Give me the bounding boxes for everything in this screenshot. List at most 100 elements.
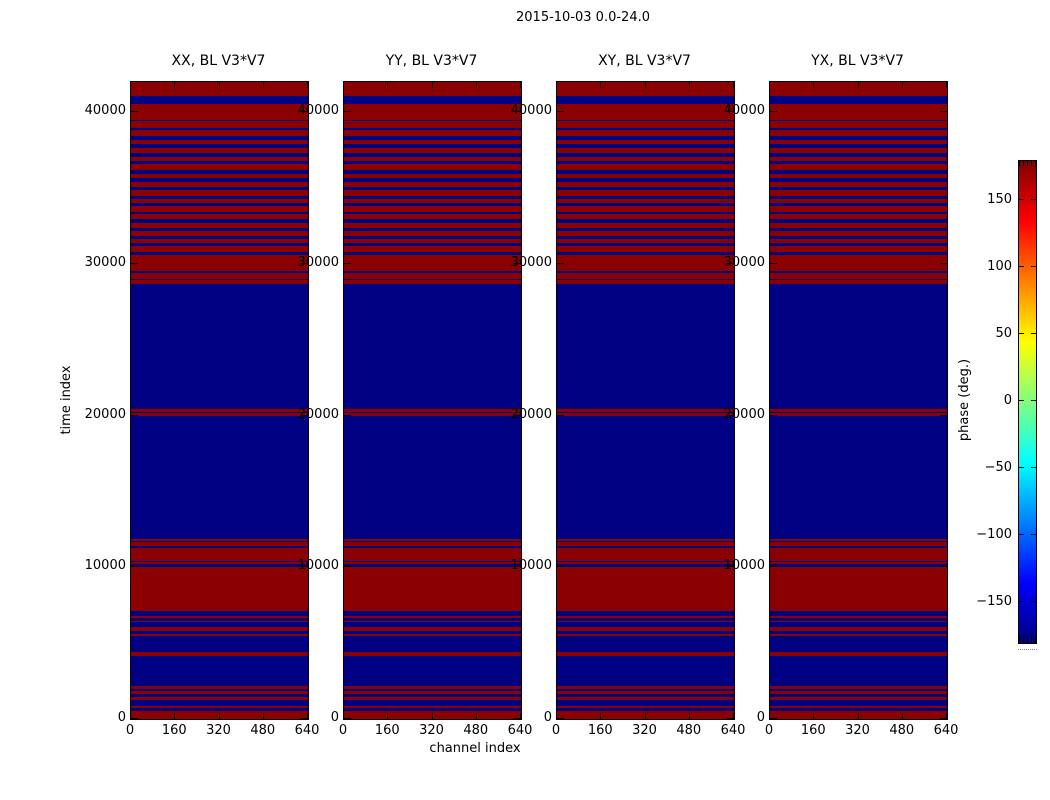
y-tick-mark <box>727 566 734 568</box>
phase-band <box>131 170 308 174</box>
y-tick-mark <box>514 566 521 568</box>
phase-band <box>770 136 947 141</box>
y-tick-mark <box>514 262 521 264</box>
x-tick-mark <box>520 713 521 719</box>
phase-band <box>557 700 734 706</box>
phase-band <box>557 706 734 708</box>
phase-band <box>131 164 308 171</box>
x-tick-label: 0 <box>338 723 348 738</box>
phase-band <box>770 541 947 546</box>
y-tick-mark <box>344 566 351 568</box>
phase-band <box>131 415 308 539</box>
phase-band <box>557 206 734 212</box>
phase-band <box>344 618 521 621</box>
phase-band <box>557 219 734 223</box>
y-tick-mark <box>727 718 734 719</box>
phase-band <box>344 611 521 616</box>
phase-band <box>344 147 521 154</box>
x-tick-label: 0 <box>551 723 561 738</box>
phase-band <box>344 178 521 182</box>
phase-band <box>131 243 308 247</box>
phase-band <box>770 195 947 199</box>
phase-band <box>344 412 521 416</box>
colorbar-tick-mark <box>1031 600 1036 602</box>
phase-band <box>557 633 734 636</box>
phase-band <box>344 219 521 223</box>
phase-band <box>557 235 734 239</box>
y-tick-mark <box>301 718 308 719</box>
phase-band <box>770 700 947 706</box>
y-tick-label: 20000 <box>723 406 765 422</box>
phase-band <box>770 545 947 549</box>
phase-band <box>131 707 308 711</box>
phase-band <box>131 147 308 154</box>
phase-band <box>770 686 947 689</box>
phase-band <box>131 611 308 616</box>
phase-band <box>770 707 947 711</box>
phase-band <box>131 688 308 692</box>
x-tick-label: 480 <box>889 723 915 738</box>
y-tick-label: 20000 <box>84 406 126 422</box>
phase-band <box>344 127 521 130</box>
phase-band <box>344 82 521 96</box>
phase-band <box>557 140 734 145</box>
phase-band <box>131 129 308 136</box>
phase-band <box>770 541 947 542</box>
y-tick-mark <box>344 111 351 113</box>
phase-band <box>557 96 734 104</box>
phase-band <box>557 694 734 697</box>
x-tick-label: 640 <box>294 723 320 738</box>
x-tick-mark <box>946 713 947 719</box>
phase-band <box>770 627 947 632</box>
phase-band <box>770 214 947 219</box>
phase-band <box>770 412 947 416</box>
phase-band <box>131 255 308 271</box>
x-tick-mark <box>857 82 859 88</box>
phase-band <box>557 272 734 279</box>
phase-band <box>344 656 521 686</box>
phase-band <box>344 182 521 187</box>
phase-band <box>770 153 947 157</box>
x-tick-mark <box>262 82 264 88</box>
phase-band <box>557 562 734 564</box>
y-tick-mark <box>770 111 777 113</box>
y-tick-mark <box>131 414 138 416</box>
phase-band <box>557 412 734 413</box>
colorbar-bottom-dotted-line <box>1018 649 1037 651</box>
y-tick-mark <box>940 414 947 416</box>
phase-band <box>131 153 308 157</box>
x-tick-mark <box>901 713 903 719</box>
phase-band <box>344 548 521 561</box>
x-tick-mark <box>343 82 344 88</box>
x-tick-mark <box>556 82 557 88</box>
y-tick-mark <box>940 111 947 113</box>
phase-band <box>770 562 947 564</box>
phase-band <box>557 412 734 416</box>
y-tick-mark <box>727 111 734 113</box>
y-tick-label: 0 <box>117 710 126 725</box>
phase-band <box>131 710 308 719</box>
heatmap-plot <box>556 81 735 720</box>
phase-band <box>344 144 521 148</box>
phase-band <box>131 627 308 632</box>
phase-band <box>344 120 521 122</box>
y-tick-label: 40000 <box>84 103 126 119</box>
phase-band <box>344 538 521 541</box>
phase-band <box>770 618 947 621</box>
phase-band <box>131 566 308 612</box>
phase-band <box>557 620 734 623</box>
phase-band <box>557 710 734 719</box>
phase-band <box>344 284 521 410</box>
phase-band <box>557 409 734 413</box>
phase-band <box>131 706 308 708</box>
phase-band <box>770 96 947 104</box>
phase-band <box>557 252 734 255</box>
colorbar-tick-label: −50 <box>984 459 1012 475</box>
phase-band <box>131 656 308 686</box>
y-tick-mark <box>514 414 521 416</box>
phase-band <box>131 545 308 549</box>
phase-band <box>131 548 308 561</box>
x-tick-label: 640 <box>933 723 959 738</box>
y-tick-mark <box>727 262 734 264</box>
colorbar-tick-label: 0 <box>1003 393 1012 408</box>
